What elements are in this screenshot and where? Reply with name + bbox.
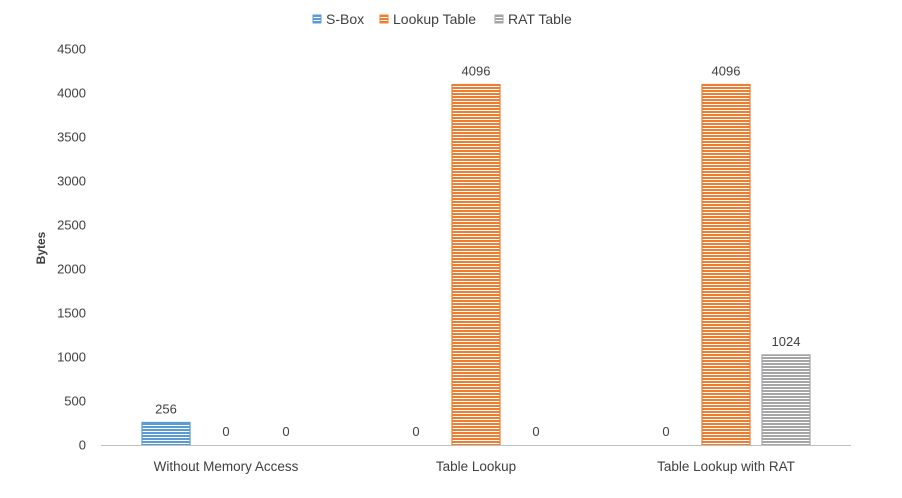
y-tick-label: 1000 bbox=[57, 350, 86, 365]
bars bbox=[141, 83, 811, 446]
legend-swatch bbox=[379, 14, 389, 24]
bar-s-box bbox=[141, 421, 191, 446]
data-label: 0 bbox=[662, 424, 669, 439]
y-tick-label: 4500 bbox=[57, 42, 86, 57]
legend-item-lookup-table: Lookup Table bbox=[379, 11, 476, 27]
data-label: 0 bbox=[222, 424, 229, 439]
x-category-label: Table Lookup with RAT bbox=[657, 459, 795, 474]
data-label: 256 bbox=[155, 401, 177, 416]
y-tick-label: 1500 bbox=[57, 306, 86, 321]
data-label: 4096 bbox=[462, 64, 491, 79]
data-label: 0 bbox=[282, 424, 289, 439]
legend-swatch bbox=[312, 14, 322, 24]
x-axis: Without Memory Access Table Lookup Table L… bbox=[101, 445, 851, 474]
y-tick-label: 0 bbox=[79, 438, 86, 453]
y-tick-label: 2000 bbox=[57, 262, 86, 277]
bar-rat-table bbox=[761, 354, 811, 446]
legend: S-Box Lookup Table RAT Table bbox=[312, 11, 572, 27]
x-category-label: Table Lookup bbox=[436, 459, 516, 474]
legend-label: S-Box bbox=[326, 11, 364, 27]
legend-item-rat-table: RAT Table bbox=[494, 11, 572, 27]
y-axis-label: Bytes bbox=[34, 231, 48, 264]
data-label: 0 bbox=[532, 424, 539, 439]
data-label: 0 bbox=[412, 424, 419, 439]
bar-lookup-table bbox=[451, 83, 501, 446]
y-tick-label: 2500 bbox=[57, 218, 86, 233]
legend-label: RAT Table bbox=[508, 11, 572, 27]
y-axis: 0 500 1000 1500 2000 2500 3000 3500 4000 4500 bbox=[57, 42, 86, 453]
bar-lookup-table bbox=[701, 83, 751, 446]
y-tick-label: 3000 bbox=[57, 174, 86, 189]
y-tick-label: 4000 bbox=[57, 86, 86, 101]
data-label: 4096 bbox=[712, 64, 741, 79]
data-label: 1024 bbox=[772, 334, 801, 349]
legend-label: Lookup Table bbox=[393, 11, 476, 27]
y-tick-label: 500 bbox=[64, 394, 86, 409]
legend-item-s-box: S-Box bbox=[312, 11, 364, 27]
x-category-label: Without Memory Access bbox=[154, 459, 299, 474]
data-labels: 256 0 0 0 4096 0 0 4096 1024 bbox=[155, 64, 800, 439]
y-tick-label: 3500 bbox=[57, 130, 86, 145]
legend-swatch bbox=[494, 14, 504, 24]
